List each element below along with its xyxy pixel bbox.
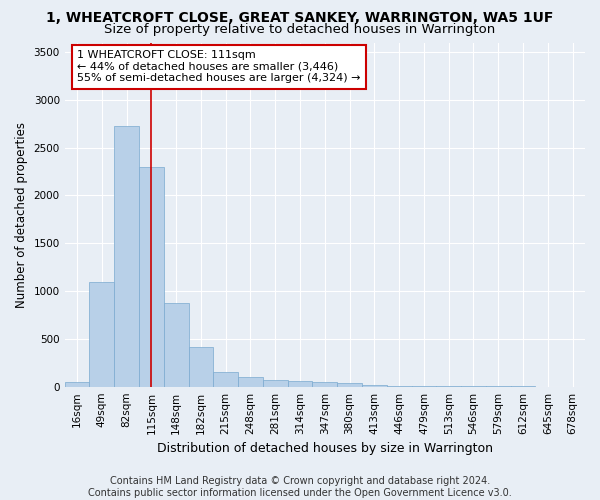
Bar — [114, 126, 139, 386]
Bar — [238, 377, 263, 386]
Bar — [89, 282, 114, 387]
Text: Size of property relative to detached houses in Warrington: Size of property relative to detached ho… — [104, 22, 496, 36]
Bar — [263, 380, 287, 386]
Y-axis label: Number of detached properties: Number of detached properties — [15, 122, 28, 308]
Bar — [188, 347, 214, 387]
Text: Contains HM Land Registry data © Crown copyright and database right 2024.
Contai: Contains HM Land Registry data © Crown c… — [88, 476, 512, 498]
Bar — [164, 302, 188, 386]
Bar — [65, 382, 89, 386]
X-axis label: Distribution of detached houses by size in Warrington: Distribution of detached houses by size … — [157, 442, 493, 455]
Text: 1, WHEATCROFT CLOSE, GREAT SANKEY, WARRINGTON, WA5 1UF: 1, WHEATCROFT CLOSE, GREAT SANKEY, WARRI… — [46, 11, 554, 25]
Bar — [337, 384, 362, 386]
Text: 1 WHEATCROFT CLOSE: 111sqm
← 44% of detached houses are smaller (3,446)
55% of s: 1 WHEATCROFT CLOSE: 111sqm ← 44% of deta… — [77, 50, 361, 84]
Bar — [139, 167, 164, 386]
Bar — [313, 382, 337, 386]
Bar — [362, 385, 387, 386]
Bar — [214, 372, 238, 386]
Bar — [287, 382, 313, 386]
